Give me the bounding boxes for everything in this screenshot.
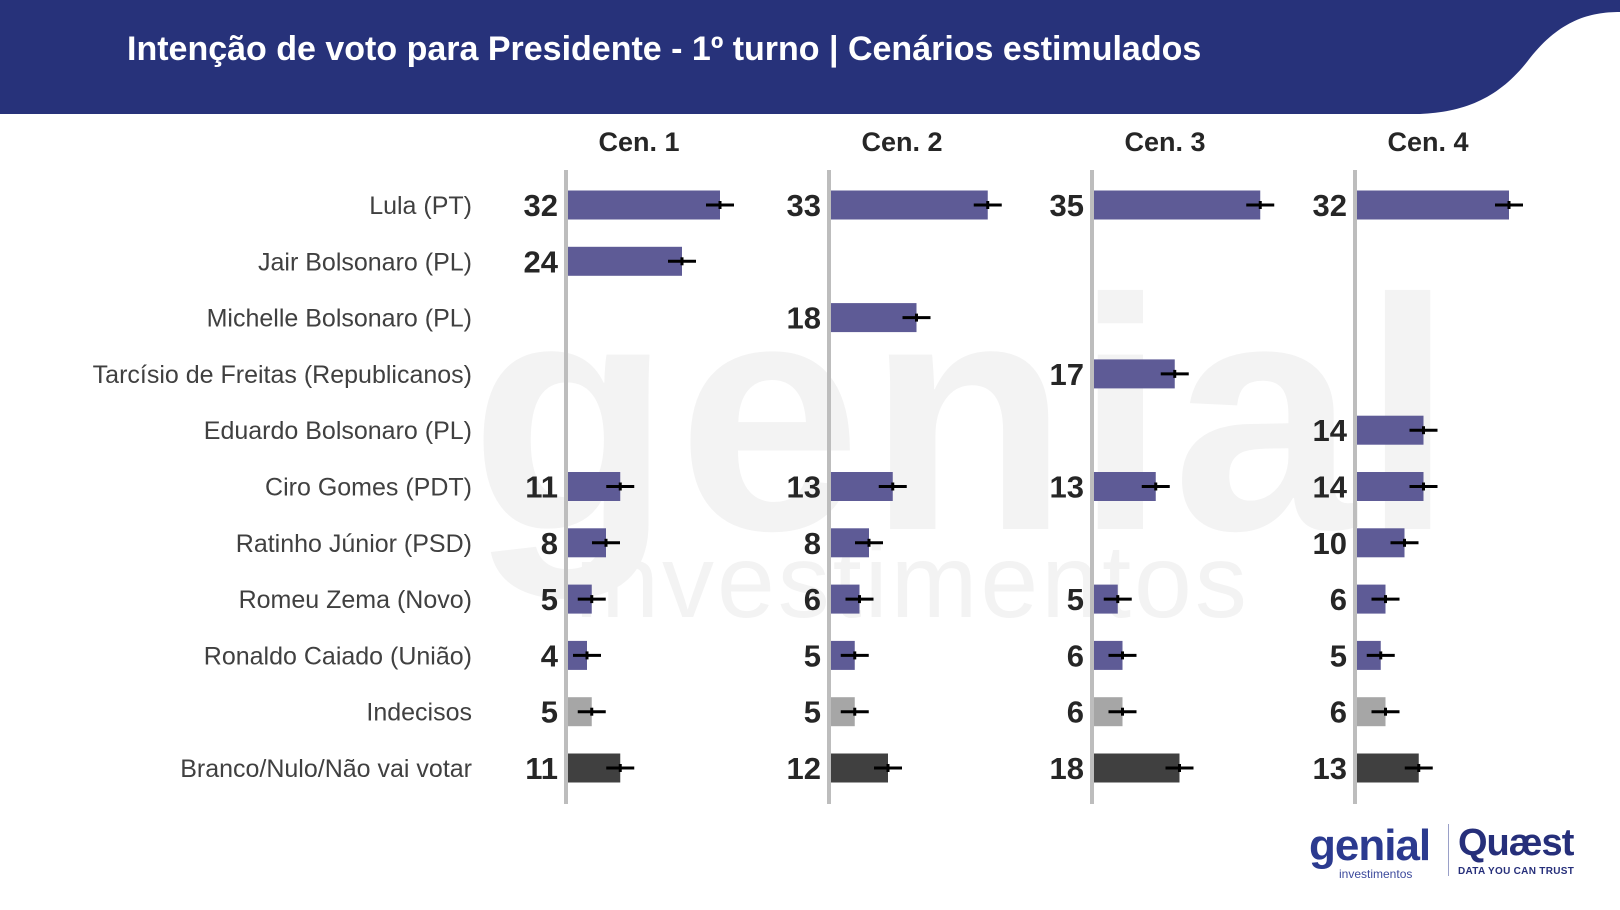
bar <box>568 190 720 220</box>
data-label: 6 <box>804 582 821 617</box>
data-label: 10 <box>1313 526 1347 561</box>
data-label: 11 <box>525 470 558 505</box>
data-label: 17 <box>1050 357 1084 392</box>
data-label: 18 <box>787 301 821 336</box>
category-label: Ratinho Júnior (PSD) <box>236 530 472 558</box>
genial-logo-sub: investimentos <box>1339 867 1413 881</box>
data-label: 6 <box>1330 695 1347 730</box>
data-label: 4 <box>541 638 559 673</box>
data-label: 6 <box>1330 582 1347 617</box>
category-label: Lula (PT) <box>369 192 472 220</box>
header-banner: Intenção de voto para Presidente - 1º tu… <box>0 0 1620 114</box>
category-label: Eduardo Bolsonaro (PL) <box>204 417 472 445</box>
data-label: 6 <box>1067 638 1084 673</box>
quaest-logo: Quæst <box>1458 822 1574 864</box>
data-label: 24 <box>524 244 559 279</box>
data-label: 6 <box>1067 695 1084 730</box>
category-label: Tarcísio de Freitas (Republicanos) <box>93 361 472 389</box>
scenario-header: Cen. 2 <box>861 127 942 157</box>
data-label: 5 <box>1330 638 1347 673</box>
data-label: 18 <box>1050 751 1084 786</box>
bar-chart: Cen. 1 Cen. 2 Cen. 3 Cen. 4 Lula (PT) Jair Bo… <box>93 127 1523 804</box>
category-label: Branco/Nulo/Não vai votar <box>180 755 472 783</box>
category-label: Romeu Zema (Novo) <box>239 586 472 614</box>
data-label: 14 <box>1313 470 1348 505</box>
data-label: 5 <box>804 638 821 673</box>
data-label: 8 <box>804 526 821 561</box>
data-label: 33 <box>787 188 821 223</box>
data-label: 13 <box>1313 751 1347 786</box>
page-title: Intenção de voto para Presidente - 1º tu… <box>127 30 1202 68</box>
data-label: 13 <box>787 470 821 505</box>
data-label: 5 <box>804 695 821 730</box>
footer-logos: genial investimentos Quæst DATA YOU CAN … <box>1305 820 1595 882</box>
quaest-logo-sub: DATA YOU CAN TRUST <box>1458 866 1575 877</box>
category-label: Indecisos <box>366 699 472 727</box>
data-label: 5 <box>541 695 558 730</box>
bar <box>831 190 988 220</box>
logo-divider <box>1448 824 1449 876</box>
data-label: 13 <box>1050 470 1084 505</box>
data-label: 8 <box>541 526 558 561</box>
data-label: 32 <box>524 188 558 223</box>
category-label: Michelle Bolsonaro (PL) <box>207 305 472 333</box>
bar <box>568 246 682 276</box>
data-label: 32 <box>1313 188 1347 223</box>
data-label: 11 <box>525 751 558 786</box>
genial-logo: genial <box>1309 821 1431 870</box>
scenario-header: Cen. 1 <box>598 127 679 157</box>
data-label: 14 <box>1313 413 1348 448</box>
bar <box>831 303 917 333</box>
bar <box>1094 190 1261 220</box>
data-label: 5 <box>1067 582 1084 617</box>
category-label: Jair Bolsonaro (PL) <box>258 248 472 276</box>
category-label: Ciro Gomes (PDT) <box>265 474 472 502</box>
bar <box>1357 190 1509 220</box>
data-label: 12 <box>787 751 821 786</box>
data-label: 35 <box>1050 188 1084 223</box>
scenario-header: Cen. 3 <box>1124 127 1205 157</box>
data-label: 5 <box>541 582 558 617</box>
category-label: Ronaldo Caiado (União) <box>204 642 472 670</box>
scenario-header: Cen. 4 <box>1387 127 1468 157</box>
header-background <box>0 0 1620 114</box>
bar <box>1094 753 1180 783</box>
